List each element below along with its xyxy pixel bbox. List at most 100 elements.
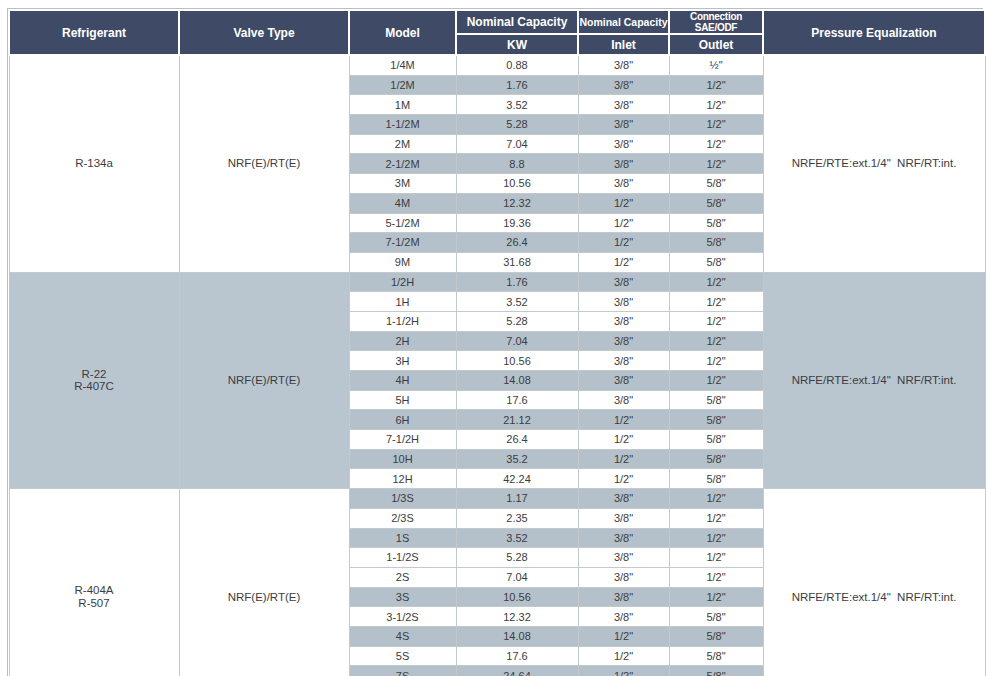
kw-cell: 10.56 — [456, 351, 578, 371]
kw-cell: 7.04 — [456, 567, 578, 587]
inlet-cell: 1/2" — [578, 646, 669, 666]
header-nominal-capacity-kw: Nominal Capacity — [456, 10, 578, 34]
kw-cell: 26.4 — [456, 233, 578, 253]
outlet-cell: 5/8" — [669, 252, 763, 272]
kw-cell: 3.52 — [456, 292, 578, 312]
header-valve-type: Valve Type — [179, 10, 349, 55]
pressure-equalization-cell: NRFE/RTE:ext.1/4" NRF/RT:int. — [763, 272, 985, 489]
kw-cell: 21.12 — [456, 410, 578, 430]
inlet-cell: 1/2" — [578, 213, 669, 233]
model-cell: 3M — [349, 174, 456, 194]
model-cell: 1/2M — [349, 75, 456, 95]
kw-cell: 14.08 — [456, 371, 578, 391]
inlet-cell: 1/2" — [578, 666, 669, 676]
model-cell: 1M — [349, 95, 456, 115]
kw-cell: 19.36 — [456, 213, 578, 233]
kw-cell: 1.17 — [456, 489, 578, 509]
inlet-cell: 3/8" — [578, 607, 669, 627]
outlet-cell: 5/8" — [669, 646, 763, 666]
outlet-cell: 5/8" — [669, 449, 763, 469]
model-cell: 4H — [349, 371, 456, 391]
kw-cell: 3.52 — [456, 528, 578, 548]
outlet-cell: 5/8" — [669, 469, 763, 489]
kw-cell: 5.28 — [456, 115, 578, 135]
kw-cell: 24.64 — [456, 666, 578, 676]
kw-cell: 10.56 — [456, 587, 578, 607]
model-cell: 2/3S — [349, 508, 456, 528]
outlet-cell: 5/8" — [669, 174, 763, 194]
refrigerant-cell: R-134a — [9, 55, 179, 272]
model-cell: 9M — [349, 252, 456, 272]
table-row: R-404AR-507NRF(E)/RT(E)1/3S1.173/8"1/2"N… — [9, 489, 985, 509]
header-connection-sae-odf: Connection SAE/ODF — [669, 10, 763, 34]
table-row: R-134aNRF(E)/RT(E)1/4M0.883/8"½"NRFE/RTE… — [9, 55, 985, 75]
inlet-cell: 3/8" — [578, 134, 669, 154]
kw-cell: 26.4 — [456, 430, 578, 450]
outlet-cell: 5/8" — [669, 626, 763, 646]
header-refrigerant: Refrigerant — [9, 10, 179, 55]
outlet-cell: 5/8" — [669, 233, 763, 253]
outlet-cell: 1/2" — [669, 75, 763, 95]
valve-type-cell: NRF(E)/RT(E) — [179, 272, 349, 489]
inlet-cell: 3/8" — [578, 371, 669, 391]
valve-type-cell: NRF(E)/RT(E) — [179, 55, 349, 272]
kw-cell: 12.32 — [456, 193, 578, 213]
model-cell: 3H — [349, 351, 456, 371]
kw-cell: 17.6 — [456, 390, 578, 410]
inlet-cell: 3/8" — [578, 528, 669, 548]
pressure-equalization-cell: NRFE/RTE:ext.1/4" NRF/RT:int. — [763, 55, 985, 272]
model-cell: 10H — [349, 449, 456, 469]
inlet-cell: 3/8" — [578, 351, 669, 371]
kw-cell: 5.28 — [456, 548, 578, 568]
refrigerant-name: R-507 — [10, 597, 179, 610]
inlet-cell: 1/2" — [578, 193, 669, 213]
kw-cell: 5.28 — [456, 311, 578, 331]
outlet-cell: 1/2" — [669, 331, 763, 351]
inlet-cell: 3/8" — [578, 272, 669, 292]
model-cell: 1/3S — [349, 489, 456, 509]
inlet-cell: 1/2" — [578, 252, 669, 272]
kw-cell: 1.76 — [456, 75, 578, 95]
model-cell: 5S — [349, 646, 456, 666]
inlet-cell: 3/8" — [578, 587, 669, 607]
kw-cell: 0.88 — [456, 55, 578, 75]
refrigerant-name: R-134a — [10, 157, 179, 170]
inlet-cell: 3/8" — [578, 174, 669, 194]
kw-cell: 7.04 — [456, 331, 578, 351]
outlet-cell: 1/2" — [669, 292, 763, 312]
inlet-cell: 1/2" — [578, 469, 669, 489]
outlet-cell: 5/8" — [669, 390, 763, 410]
model-cell: 2-1/2M — [349, 154, 456, 174]
kw-cell: 17.6 — [456, 646, 578, 666]
outlet-cell: 5/8" — [669, 213, 763, 233]
header-inlet: Inlet — [578, 34, 669, 55]
inlet-cell: 3/8" — [578, 548, 669, 568]
model-cell: 4S — [349, 626, 456, 646]
model-cell: 4M — [349, 193, 456, 213]
inlet-cell: 1/2" — [578, 430, 669, 450]
header-pressure-equalization: Pressure Equalization — [763, 10, 985, 55]
model-cell: 7-1/2M — [349, 233, 456, 253]
kw-cell: 8.8 — [456, 154, 578, 174]
model-cell: 1S — [349, 528, 456, 548]
kw-cell: 7.04 — [456, 134, 578, 154]
inlet-cell: 1/2" — [578, 449, 669, 469]
valve-type-cell: NRF(E)/RT(E) — [179, 489, 349, 676]
model-cell: 2M — [349, 134, 456, 154]
outlet-cell: 1/2" — [669, 548, 763, 568]
outlet-cell: 1/2" — [669, 489, 763, 509]
outlet-cell: 1/2" — [669, 351, 763, 371]
refrigerant-cell: R-22R-407C — [9, 272, 179, 489]
model-cell: 5H — [349, 390, 456, 410]
header-outlet: Outlet — [669, 34, 763, 55]
refrigerant-cell: R-404AR-507 — [9, 489, 179, 676]
outlet-cell: 5/8" — [669, 193, 763, 213]
refrigerant-name: R-404A — [10, 584, 179, 597]
inlet-cell: 3/8" — [578, 390, 669, 410]
inlet-cell: 3/8" — [578, 311, 669, 331]
model-cell: 2H — [349, 331, 456, 351]
model-cell: 1-1/2M — [349, 115, 456, 135]
valve-spec-table: Refrigerant Valve Type Model Nominal Cap… — [8, 9, 986, 676]
header-model: Model — [349, 10, 456, 55]
kw-cell: 10.56 — [456, 174, 578, 194]
